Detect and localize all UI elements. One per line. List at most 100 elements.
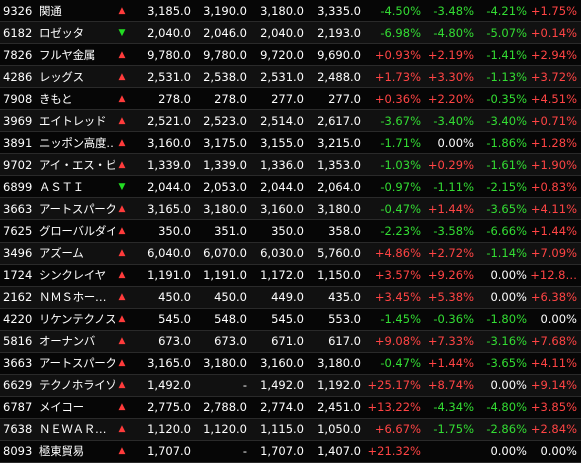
change-pct-3: -3.16%: [486, 334, 527, 349]
change-pct-4: +2.84%: [530, 422, 577, 437]
prev-close: 2,617.0: [317, 113, 361, 128]
high-price: 278.0: [214, 91, 247, 106]
stock-name[interactable]: アイ・エス・ビー: [39, 157, 115, 172]
table-row[interactable]: 7908 きもと ▲ 278.0 278.0 277.0 277.0 +0.36% +2.20%…: [0, 88, 581, 111]
stock-name[interactable]: ＡＳＴＩ: [39, 179, 84, 194]
change-pct-4: +12.8…: [530, 268, 577, 283]
current-price: 450.0: [158, 290, 191, 305]
high-price: -: [242, 444, 247, 459]
stock-name[interactable]: メイコー: [39, 400, 84, 415]
stock-name[interactable]: 関通: [39, 3, 62, 18]
stock-code: 6629: [3, 378, 33, 393]
change-pct-1: -4.50%: [380, 3, 421, 18]
table-row[interactable]: 9702 アイ・エス・ビー▲ 1,339.0 1,339.0 1,336.0 1,353.…: [0, 154, 581, 177]
prev-close: 3,335.0: [317, 3, 361, 18]
high-price: 3,180.0: [203, 356, 247, 371]
change-pct-4: +3.85%: [530, 400, 577, 415]
table-row[interactable]: 1724 シンクレイヤ ▲ 1,191.0 1,191.0 1,172.0 1,150.0 +…: [0, 264, 581, 287]
high-price: -: [242, 378, 247, 393]
arrow-up-icon: ▲: [118, 314, 126, 325]
low-price: 1,115.0: [260, 422, 304, 437]
change-pct-2: -1.75%: [433, 422, 474, 437]
table-row[interactable]: 7638 ＮＥＷＡＲ… ▲ 1,120.0 1,120.0 1,115.0 1,050.0 +…: [0, 418, 581, 441]
stock-name[interactable]: ニッポン高度…: [39, 135, 115, 150]
prev-close: 553.0: [328, 312, 361, 327]
stock-name[interactable]: ロゼッタ: [39, 25, 84, 40]
current-price: 1,492.0: [147, 378, 191, 393]
table-row[interactable]: 3496 アズーム ▲ 6,040.0 6,070.0 6,030.0 5,760.0 +4.…: [0, 242, 581, 265]
table-row[interactable]: 4220 リケンテクノス ▲ 545.0 548.0 545.0 553.0 -1.45% -0…: [0, 308, 581, 331]
table-row[interactable]: 7625グローバルダイ…▲350.0351.0350.0358.0-2.23%-…: [0, 220, 581, 243]
change-pct-3: -1.80%: [486, 312, 527, 327]
stock-name[interactable]: フルヤ金属: [39, 47, 95, 62]
low-price: 671.0: [271, 334, 304, 349]
change-pct-1: +3.45%: [374, 290, 421, 305]
stock-name[interactable]: ＮＥＷＡＲ…: [39, 422, 107, 437]
stock-name[interactable]: レッグス: [39, 69, 84, 84]
table-row[interactable]: 3969 エイトレッド ▲ 2,521.0 2,523.0 2,514.0 2,617.0 -…: [0, 110, 581, 133]
stock-code: 6899: [3, 179, 33, 194]
stock-name[interactable]: エイトレッド: [39, 113, 107, 128]
low-price: 3,180.0: [260, 3, 304, 18]
current-price: 278.0: [158, 91, 191, 106]
arrow-up-icon: ▲: [118, 446, 126, 457]
table-row[interactable]: 9326 関通 ▲ 3,185.0 3,190.0 3,180.0 3,335.0 -4.50…: [0, 0, 581, 23]
stock-name[interactable]: テクノホライゾン: [39, 378, 115, 393]
stock-name[interactable]: きもと: [39, 91, 73, 106]
stock-name[interactable]: アートスパーク…: [39, 356, 115, 371]
change-pct-1: +0.93%: [374, 47, 421, 62]
stock-name[interactable]: オーナンバ: [39, 334, 95, 349]
high-price: 2,053.0: [203, 179, 247, 194]
stock-name[interactable]: アートスパーク…: [39, 201, 115, 216]
table-row[interactable]: 3891 ニッポン高度… ▲ 3,160.0 3,175.0 3,155.0 3,215.0…: [0, 132, 581, 155]
table-row[interactable]: 3663 アートスパーク…▲ 3,165.0 3,180.0 3,160.0 3,180.…: [0, 352, 581, 375]
table-row[interactable]: 7826 フルヤ金属 ▲ 9,780.0 9,780.0 9,720.0 9,690.0 +0…: [0, 44, 581, 67]
stock-name[interactable]: シンクレイヤ: [39, 268, 106, 283]
change-pct-4: 0.00%: [540, 444, 577, 459]
stock-name[interactable]: グローバルダイ…: [39, 223, 115, 238]
change-pct-4: +4.51%: [530, 91, 577, 106]
current-price: 2,775.0: [147, 400, 191, 415]
change-pct-1: -6.98%: [380, 25, 421, 40]
table-row[interactable]: 4286 レッグス ▲ 2,531.0 2,538.0 2,531.0 2,488.0 +1.…: [0, 66, 581, 89]
change-pct-3: -1.86%: [486, 135, 527, 150]
prev-close: 2,064.0: [317, 179, 361, 194]
table-row[interactable]: 5816 オーナンバ ▲ 673.0 673.0 671.0 617.0 +9.08% +7.3…: [0, 330, 581, 353]
stock-name[interactable]: ＮＭＳホー…: [39, 290, 107, 305]
low-price: 2,514.0: [260, 113, 304, 128]
prev-close: 617.0: [328, 334, 361, 349]
prev-close: 3,215.0: [317, 135, 361, 150]
table-row[interactable]: 6629テクノホライゾン▲1,492.0-1,492.01,192.0+25.1…: [0, 374, 581, 397]
change-pct-3: -5.07%: [486, 25, 527, 40]
prev-close: 435.0: [328, 290, 361, 305]
change-pct-3: -0.35%: [486, 91, 527, 106]
change-pct-1: +13.22%: [367, 400, 422, 415]
change-pct-2: +2.72%: [427, 246, 474, 261]
table-row[interactable]: 6787 メイコー ▲ 2,775.0 2,788.0 2,774.0 2,451.0 +13…: [0, 396, 581, 419]
change-pct-2: -4.80%: [433, 25, 474, 40]
change-pct-1: +25.17%: [367, 378, 422, 393]
table-row[interactable]: 6899 ＡＳＴＩ ▼ 2,044.0 2,053.0 2,044.0 2,064.0 -0.…: [0, 176, 581, 199]
high-price: 2,788.0: [203, 400, 247, 415]
change-pct-4: +7.68%: [530, 334, 577, 349]
change-pct-2: +9.26%: [427, 268, 474, 283]
table-row[interactable]: 8093 極東貿易 ▲ 1,707.0-1,707.0 1,407.0 +21.32% 0.…: [0, 440, 581, 463]
arrow-up-icon: ▲: [118, 270, 126, 281]
stock-code: 3663: [3, 201, 33, 216]
low-price: 9,720.0: [260, 47, 304, 62]
arrow-up-icon: ▲: [118, 137, 126, 148]
stock-name[interactable]: リケンテクノス: [39, 312, 115, 327]
current-price: 1,339.0: [147, 157, 191, 172]
high-price: 9,780.0: [203, 47, 247, 62]
high-price: 1,120.0: [203, 422, 247, 437]
stock-name[interactable]: アズーム: [39, 246, 84, 261]
high-price: 3,180.0: [203, 201, 247, 216]
table-row[interactable]: 3663 アートスパーク…▲ 3,165.0 3,180.0 3,160.0 3,180.…: [0, 198, 581, 221]
table-row[interactable]: 6182 ロゼッタ ▼ 2,040.0 2,046.0 2,040.0 2,193.0 -6.…: [0, 22, 581, 45]
prev-close: 3,180.0: [317, 201, 361, 216]
low-price: 3,160.0: [260, 356, 304, 371]
table-row[interactable]: 2162 ＮＭＳホー… ▲ 450.0 450.0 449.0 435.0 +3.45% +5.…: [0, 286, 581, 309]
stock-name[interactable]: 極東貿易: [39, 444, 84, 459]
prev-close: 358.0: [328, 223, 361, 238]
arrow-up-icon: ▲: [118, 336, 126, 347]
